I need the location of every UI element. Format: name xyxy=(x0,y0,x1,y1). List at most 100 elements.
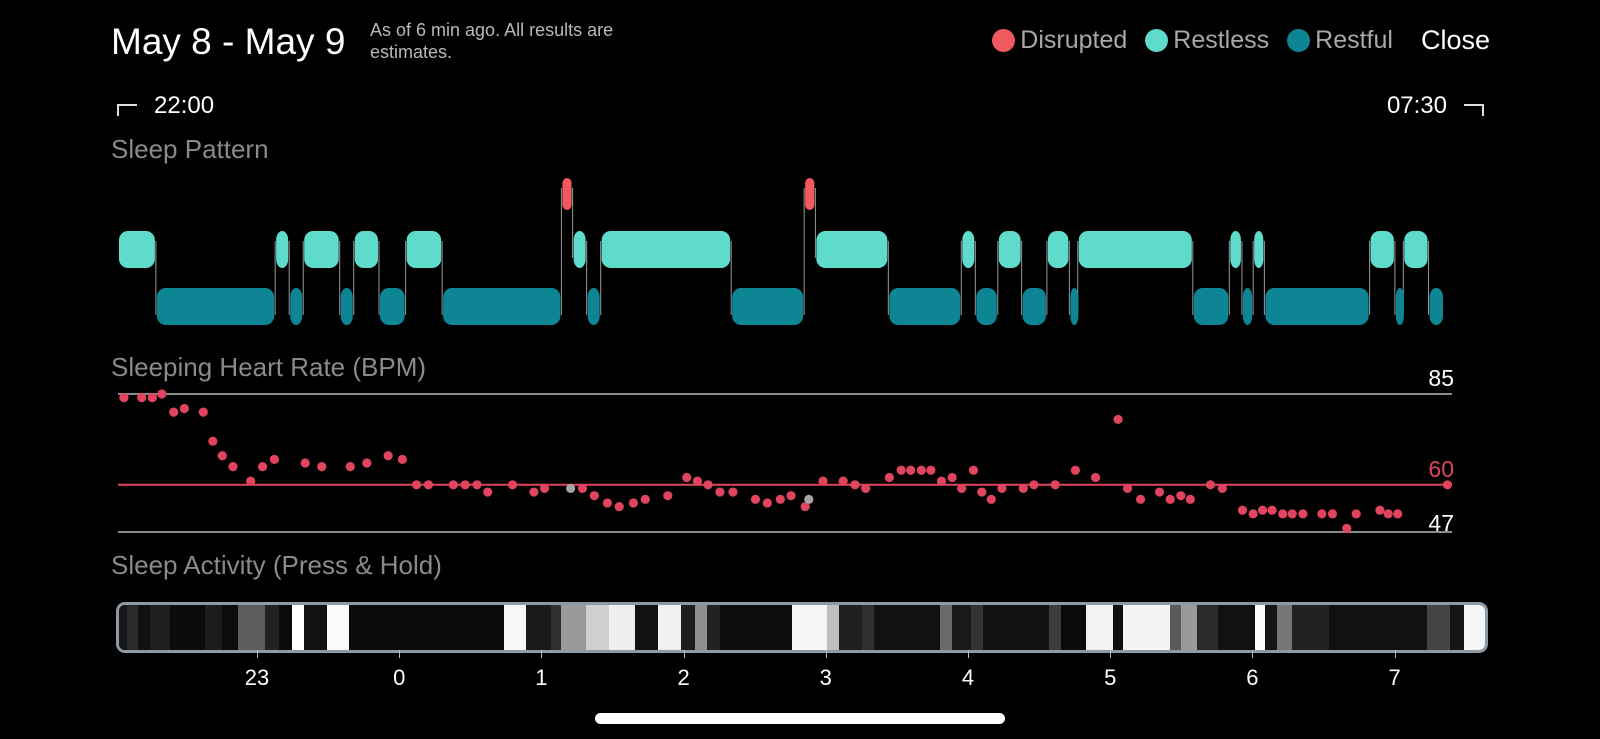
disrupted-dot-icon xyxy=(992,28,1016,52)
activity-segment xyxy=(326,605,350,650)
close-button[interactable]: Close xyxy=(1420,24,1490,55)
x-tick-label: 1 xyxy=(535,665,548,690)
header: May 8 - May 9 As of 6 min ago. All resul… xyxy=(111,18,1490,68)
home-indicator[interactable] xyxy=(595,713,1005,724)
sleep-segment-restful xyxy=(889,288,961,325)
activity-segment xyxy=(1427,605,1450,650)
hr-point xyxy=(448,480,458,490)
hr-point xyxy=(1185,494,1195,504)
activity-segment xyxy=(635,605,658,650)
hr-point xyxy=(1018,483,1028,494)
hr-point xyxy=(1267,505,1277,515)
sleep-segment-restful xyxy=(1070,288,1079,325)
hr-point xyxy=(269,454,280,464)
sleep-segment-restful xyxy=(1395,288,1404,325)
sleep-segment-restless xyxy=(1078,231,1192,268)
hr-point xyxy=(715,487,725,497)
sleep-segment-restful xyxy=(732,288,804,325)
activity-segment xyxy=(1061,605,1086,650)
hr-point xyxy=(997,483,1007,494)
hr-point xyxy=(896,465,906,475)
activity-segment xyxy=(349,605,504,650)
hr-point xyxy=(1317,509,1327,519)
legend-label: Disrupted xyxy=(1020,25,1128,54)
bracket-left-icon xyxy=(117,104,137,116)
activity-segment xyxy=(1254,605,1265,650)
restless-dot-icon xyxy=(1145,28,1169,52)
hr-point xyxy=(1383,509,1393,519)
hr-point xyxy=(472,480,482,490)
x-tick-label: 2 xyxy=(677,665,690,690)
sleep-segment-restless xyxy=(1370,231,1394,268)
hr-point xyxy=(838,476,848,486)
sleep-segment-restful xyxy=(976,288,997,325)
hr-point xyxy=(1393,509,1403,519)
legend-label: Restless xyxy=(1173,25,1270,54)
hr-point xyxy=(217,451,227,461)
x-tick-mark xyxy=(968,650,969,658)
x-tick-mark xyxy=(541,650,543,658)
hr-point xyxy=(640,494,650,504)
hr-point xyxy=(397,454,407,464)
activity-segment xyxy=(238,605,266,650)
hr-point xyxy=(957,483,967,494)
hr-point xyxy=(507,480,518,490)
activity-segment xyxy=(861,605,874,650)
hr-point xyxy=(119,393,129,403)
end-time: 07:30 xyxy=(1386,92,1447,119)
sleep-segment-restless xyxy=(119,231,155,268)
sleep-segment-restless xyxy=(1254,231,1264,268)
activity-segment xyxy=(1217,605,1255,650)
activity-segment xyxy=(1112,605,1123,650)
activity-segment xyxy=(873,605,940,650)
activity-segment xyxy=(1196,605,1218,650)
sleep-segment-restless xyxy=(601,231,731,268)
hr-point xyxy=(804,494,814,504)
hr-point xyxy=(1050,480,1060,490)
hr-point xyxy=(692,476,703,486)
sleep-activity-strip[interactable] xyxy=(116,602,1488,653)
legend-label: Restful xyxy=(1315,25,1393,54)
activity-segment xyxy=(657,605,681,650)
sleep-pattern-label: Sleep Pattern xyxy=(111,134,269,164)
activity-segment xyxy=(1450,605,1465,650)
hr-point xyxy=(1375,505,1385,515)
sleep-segment-restless xyxy=(354,231,378,268)
x-tick-mark xyxy=(257,650,258,658)
sleep-segment-restful xyxy=(587,288,600,325)
activity-segment xyxy=(137,605,150,650)
activity-segment xyxy=(952,605,971,650)
hr-point xyxy=(1122,483,1133,494)
activity-segment xyxy=(119,605,128,650)
sleep-segment-restful xyxy=(1265,288,1369,325)
hr-point xyxy=(157,389,167,399)
hr-point xyxy=(483,487,493,497)
sleep-segment-restless xyxy=(573,231,586,268)
x-tick-mark xyxy=(1110,650,1112,658)
hr-point xyxy=(423,480,434,490)
hr-point xyxy=(986,494,996,504)
hr-point xyxy=(1176,491,1186,501)
activity-segment xyxy=(205,605,222,650)
activity-segment xyxy=(304,605,327,650)
activity-segment xyxy=(1264,605,1278,650)
hr-point xyxy=(762,498,772,508)
activity-segment xyxy=(1464,605,1485,650)
sleep-segment-restless xyxy=(276,231,289,268)
hr-point xyxy=(818,476,828,486)
activity-segment xyxy=(707,605,720,650)
activity-segment xyxy=(791,605,827,650)
start-time: 22:00 xyxy=(154,92,215,119)
hr-point xyxy=(345,462,355,472)
status-subtitle: As of 6 min ago. All results are estimat… xyxy=(370,20,614,62)
hr-point xyxy=(936,476,947,486)
activity-segment xyxy=(1048,605,1062,650)
activity-segment xyxy=(970,605,984,650)
x-tick-label: 23 xyxy=(244,665,270,690)
hr-point xyxy=(750,494,761,504)
activity-segment xyxy=(279,605,292,650)
time-range-end: 07:30 xyxy=(1387,92,1484,120)
activity-segment xyxy=(149,605,171,650)
hr-point xyxy=(1248,509,1258,519)
hr-point xyxy=(317,462,327,472)
